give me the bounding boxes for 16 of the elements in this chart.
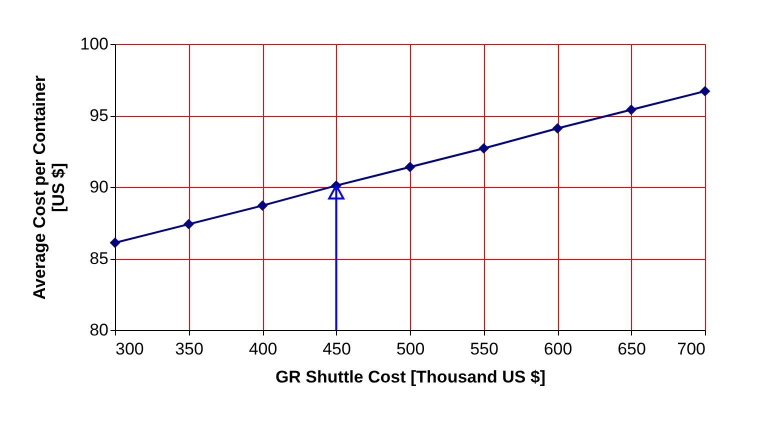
x-tick-label: 450 [322, 340, 351, 358]
y-tick-label: 90 [90, 178, 108, 196]
x-tick-label: 550 [470, 340, 498, 358]
y-tick-label: 100 [80, 34, 108, 54]
x-tick-label: 400 [248, 340, 278, 358]
y-axis-title: Average Cost per Container [US $] [30, 75, 68, 300]
x-tick-label: 350 [175, 340, 204, 358]
y-tick-label: 85 [90, 249, 108, 268]
x-tick-label: 700 [677, 340, 706, 358]
x-tick-label: 300 [116, 340, 144, 358]
x-tick-label: 650 [618, 340, 646, 358]
x-axis-title: GR Shuttle Cost [Thousand US $] [275, 368, 546, 386]
x-tick-label: 500 [396, 340, 425, 358]
y-tick-label: 80 [90, 320, 108, 340]
x-tick-label: 600 [544, 340, 572, 358]
y-tick-label: 95 [90, 106, 108, 125]
